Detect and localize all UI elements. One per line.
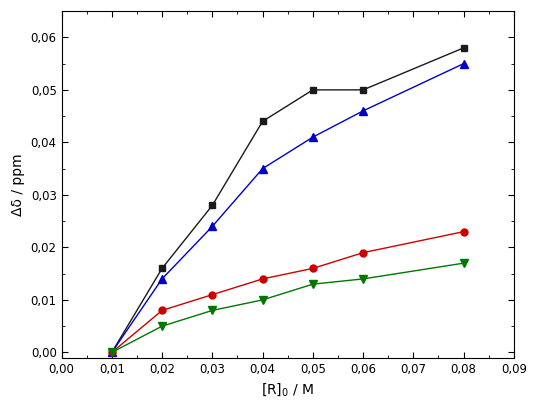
Y-axis label: Δδ / ppm: Δδ / ppm [11, 153, 25, 216]
X-axis label: [R]$_0$ / M: [R]$_0$ / M [261, 381, 314, 398]
